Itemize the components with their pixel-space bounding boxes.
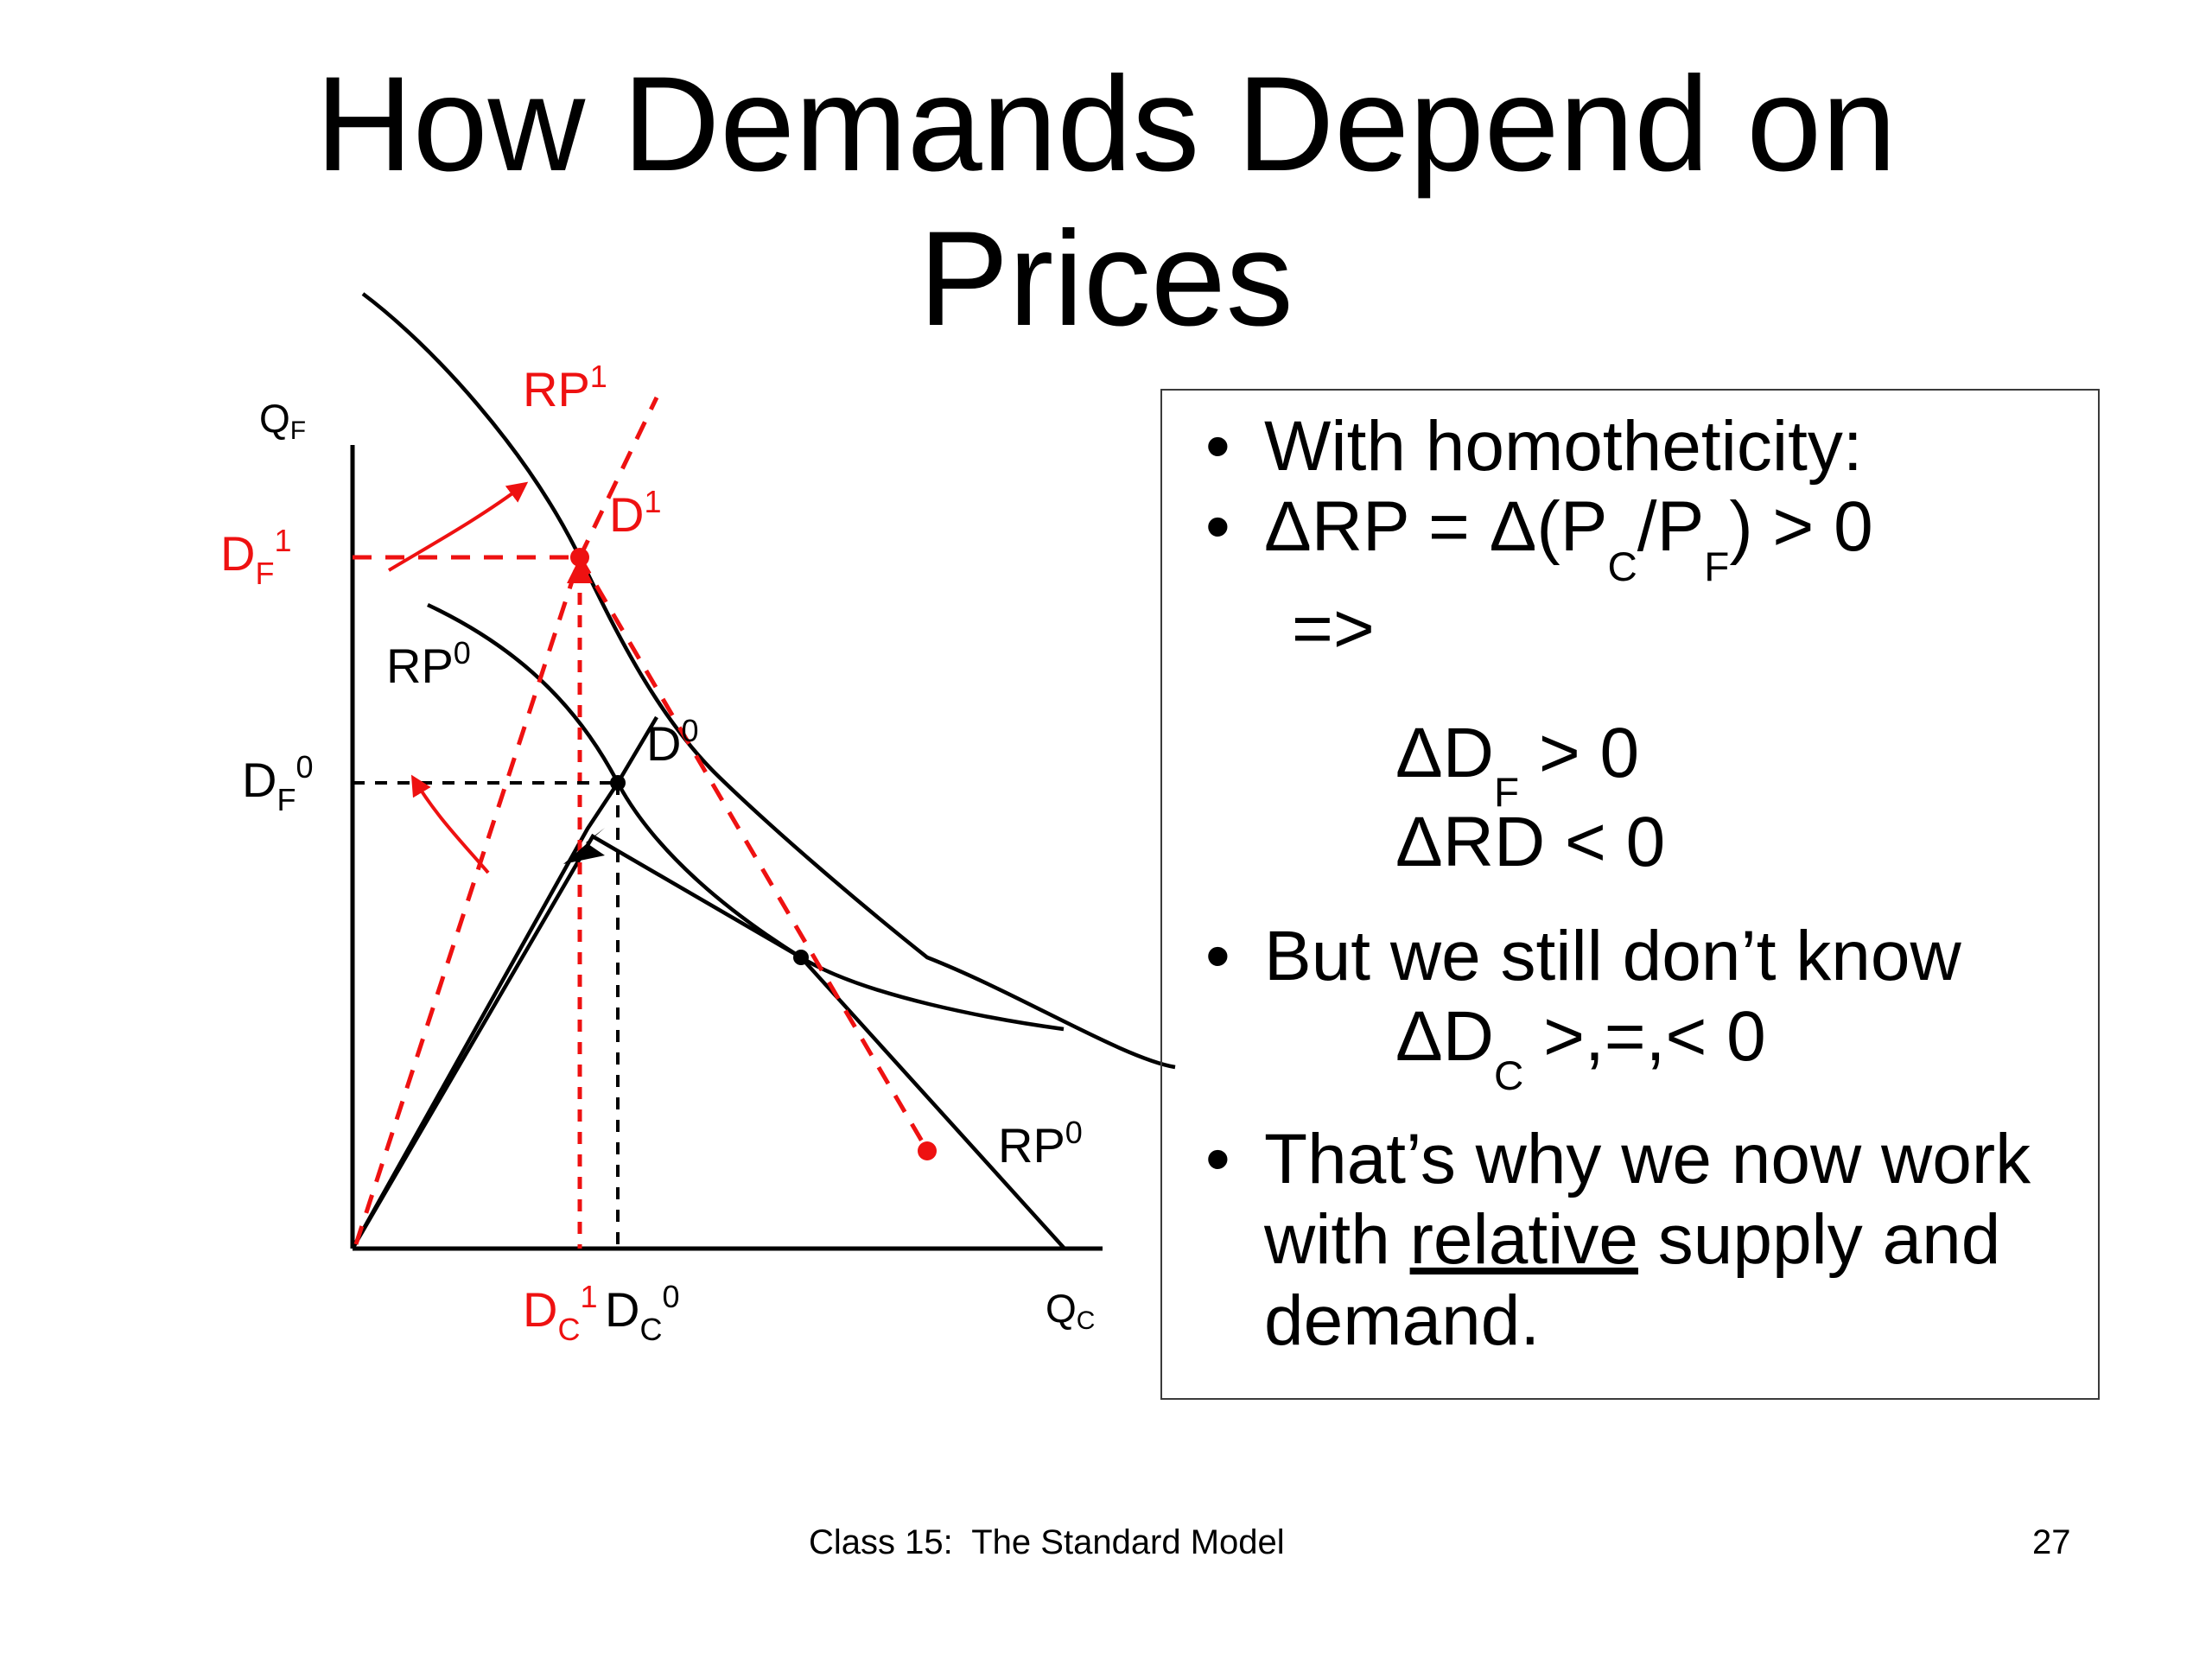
svg-text:DF1: DF1 [220,523,291,591]
svg-text:RP0: RP0 [386,635,471,693]
svg-text:DF0: DF0 [242,749,313,817]
svg-text:RP1: RP1 [523,359,607,416]
svg-text:DC0: DC0 [605,1279,679,1347]
svg-text:D0: D0 [646,713,698,771]
svg-text:QF: QF [259,396,306,445]
svg-text:QC: QC [1046,1286,1095,1335]
svg-text:D1: D1 [609,484,661,542]
svg-text:DC1: DC1 [523,1279,597,1347]
svg-text:RP0: RP0 [998,1115,1083,1173]
